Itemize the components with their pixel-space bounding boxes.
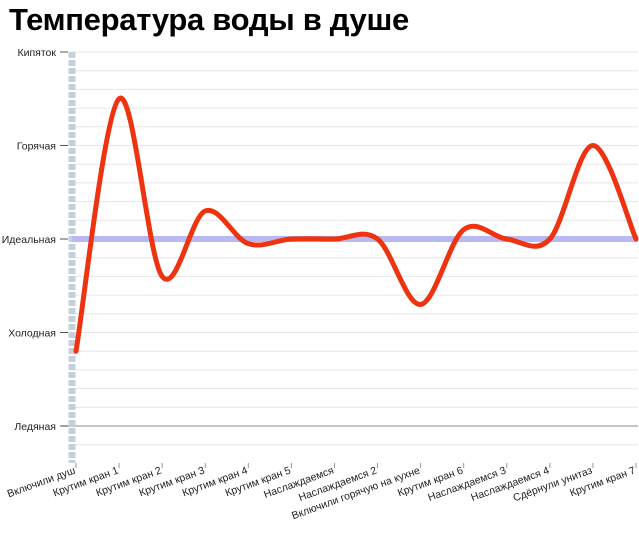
y-tick-label: Идеальная xyxy=(2,234,56,246)
temperature-line xyxy=(73,96,639,354)
chart-title: Температура воды в душе xyxy=(9,2,409,37)
y-tick-label: Горячая xyxy=(17,141,56,153)
y-tick-label: Холодная xyxy=(8,328,56,340)
y-tick-label: Кипяток xyxy=(18,47,57,59)
y-tick-label: Ледяная xyxy=(14,421,56,433)
